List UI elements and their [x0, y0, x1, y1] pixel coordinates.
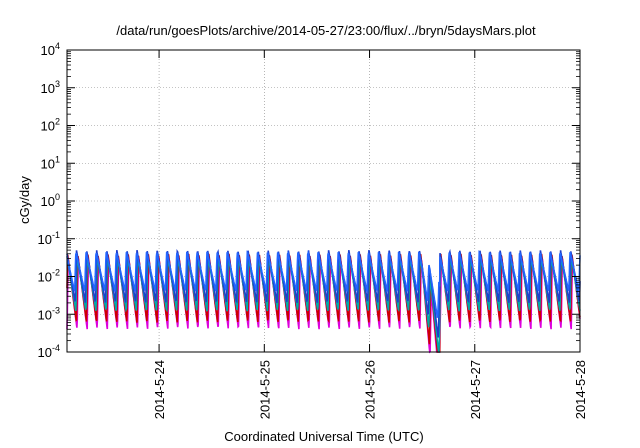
y-tick-label: 100 — [41, 192, 60, 209]
chart-title: /data/run/goesPlots/archive/2014-05-27/2… — [116, 23, 536, 38]
y-axis-label: cGy/day — [17, 176, 32, 224]
y-tick-label: 10-3 — [38, 305, 60, 322]
ticks: 10-4 10-3 10-2 10-1 100 101 102 103 104 2014-5-24… — [38, 41, 588, 419]
y-tick-label: 102 — [41, 117, 60, 134]
y-tick-label: 101 — [41, 154, 60, 171]
y-tick-label: 10-2 — [38, 268, 60, 285]
plot-frame — [66, 49, 581, 353]
y-tick-label: 104 — [41, 41, 60, 58]
x-tick-label: 2014-5-26 — [363, 360, 378, 419]
x-tick-label: 2014-5-25 — [257, 360, 272, 419]
x-tick-label: 2014-5-24 — [152, 360, 167, 419]
grid — [67, 50, 580, 352]
x-axis-label: Coordinated Universal Time (UTC) — [224, 429, 423, 444]
y-tick-label: 103 — [41, 79, 60, 96]
y-tick-label: 10-1 — [38, 230, 60, 247]
x-tick-label: 2014-5-28 — [573, 360, 588, 419]
x-tick-label: 2014-5-27 — [468, 360, 483, 419]
series-layer — [66, 248, 581, 354]
y-tick-label: 10-4 — [38, 343, 60, 360]
series-line — [66, 249, 581, 318]
